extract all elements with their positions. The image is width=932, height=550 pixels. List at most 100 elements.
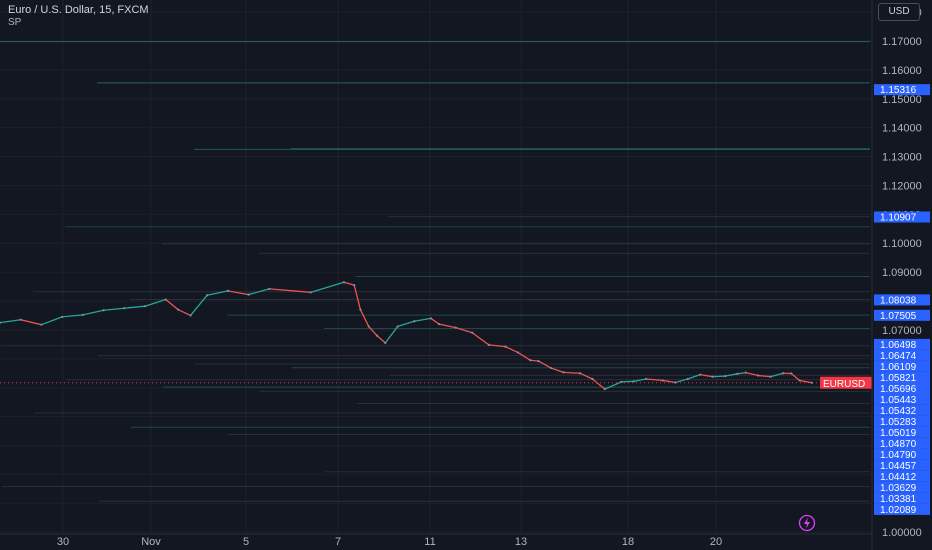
time-tick-label: 7 [335, 536, 341, 548]
price-segment [662, 379, 676, 384]
price-segment [770, 372, 784, 378]
level-label-text: 1.03629 [880, 483, 917, 494]
price-point [268, 287, 271, 290]
price-segment [177, 309, 191, 317]
price-point [19, 318, 22, 321]
currency-button[interactable]: USD [878, 3, 920, 21]
price-point [143, 305, 147, 308]
level-label-text: 1.06109 [880, 362, 917, 373]
price-point [699, 373, 702, 376]
price-point [736, 372, 739, 375]
price-segment [62, 314, 83, 318]
price-point [0, 321, 2, 324]
price-point [504, 345, 507, 348]
level-label-text: 1.04790 [880, 450, 917, 461]
price-series [0, 281, 814, 391]
price-segment [41, 316, 63, 326]
price-point [384, 341, 387, 344]
flash-icon[interactable] [798, 514, 816, 532]
price-segment [144, 298, 166, 307]
price-point [81, 313, 84, 316]
time-tick-label: 11 [424, 536, 435, 548]
grid-lines [62, 0, 717, 534]
symbol-price-tag[interactable] [820, 376, 872, 389]
price-tick-label: 1.15000 [882, 94, 922, 106]
price-point [353, 284, 356, 287]
level-label-text: 1.05283 [880, 417, 917, 428]
level-label-text: 1.06474 [880, 351, 917, 362]
time-axis[interactable]: 30 Nov 5 7 11 13 18 20 [0, 533, 872, 548]
time-tick-label: 13 [515, 536, 527, 548]
price-tick-label: 1.07000 [882, 325, 922, 337]
price-segment [82, 309, 104, 316]
price-segment [538, 360, 552, 369]
price-segment [439, 323, 456, 329]
price-segment [471, 332, 490, 346]
price-segment [505, 346, 519, 354]
price-point [429, 317, 432, 320]
price-point [61, 315, 64, 318]
time-tick-label: 30 [57, 536, 69, 548]
price-segment [414, 317, 431, 322]
price-segment [165, 299, 179, 311]
price-point [516, 351, 519, 354]
symbol-tag-text: EURUSD [823, 379, 865, 390]
level-label-box [874, 481, 930, 493]
price-segment [579, 372, 593, 380]
price-tick-label: 1.12000 [882, 180, 922, 192]
level-labels: 1.15316 1.10907 1.08038 1.07505 1.064981.064… [874, 84, 930, 516]
price-point [757, 374, 760, 377]
level-label-box [874, 211, 930, 223]
level-label-text: 1.05432 [880, 406, 917, 417]
price-point [40, 323, 43, 326]
support-resistance-lines [0, 41, 870, 502]
time-tick-label: 20 [710, 536, 722, 548]
price-point [123, 307, 126, 310]
indicator-name[interactable]: SP [8, 17, 22, 28]
price-point [529, 359, 532, 362]
price-point [164, 298, 167, 301]
price-point [487, 343, 490, 347]
price-point [247, 293, 250, 296]
price-point [537, 359, 540, 363]
price-segment [563, 371, 581, 374]
price-point [367, 325, 370, 328]
price-segment [359, 309, 370, 327]
price-segment [227, 290, 249, 296]
price-point [562, 371, 565, 374]
price-segment [430, 317, 440, 325]
price-point [769, 375, 772, 378]
price-point [177, 308, 180, 311]
level-label-text: 1.02089 [880, 505, 917, 516]
time-tick-label: 18 [622, 536, 634, 548]
price-tick-label: 1.09000 [882, 267, 922, 279]
price-point [454, 326, 457, 329]
price-segment [0, 319, 21, 324]
level-label-text: 1.03381 [880, 494, 917, 505]
level-label-box [874, 437, 930, 449]
price-point [189, 314, 192, 317]
price-point [744, 371, 747, 374]
level-label-text: 1.05019 [880, 428, 917, 439]
price-segment [488, 344, 506, 348]
price-point [674, 381, 677, 384]
price-point [798, 379, 801, 382]
symbol-title[interactable]: Euro / U.S. Dollar, 15, FXCM [8, 4, 149, 16]
price-segment [700, 374, 713, 378]
level-label-box [874, 470, 930, 482]
price-segment [269, 288, 311, 293]
level-label-box [874, 426, 930, 438]
level-label-box [874, 459, 930, 471]
level-label-text: 1.15316 [880, 85, 917, 96]
price-segment [790, 373, 800, 381]
price-point [342, 281, 345, 284]
price-point [645, 377, 648, 381]
price-segment [20, 319, 42, 326]
level-label-text: 1.06498 [880, 340, 917, 351]
price-point [396, 325, 399, 328]
price-segment [248, 288, 270, 296]
level-label-box [874, 360, 930, 372]
price-segment [646, 378, 663, 382]
level-label-box [874, 415, 930, 427]
